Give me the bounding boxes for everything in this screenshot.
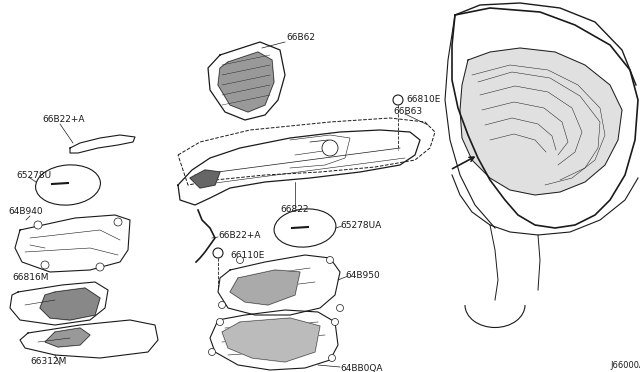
Circle shape xyxy=(326,257,333,263)
Polygon shape xyxy=(45,328,90,347)
Circle shape xyxy=(337,305,344,311)
Circle shape xyxy=(328,355,335,362)
Circle shape xyxy=(322,140,338,156)
Polygon shape xyxy=(460,48,622,195)
Polygon shape xyxy=(40,288,100,320)
Text: 66B22+A: 66B22+A xyxy=(218,231,260,240)
Text: J66000AB: J66000AB xyxy=(610,360,640,369)
Text: 66810E: 66810E xyxy=(406,94,440,103)
Text: 66B62: 66B62 xyxy=(286,33,315,42)
Text: 65278U: 65278U xyxy=(16,170,51,180)
Circle shape xyxy=(237,257,243,263)
Text: 64B950: 64B950 xyxy=(345,270,380,279)
Polygon shape xyxy=(452,8,638,228)
Text: 66822: 66822 xyxy=(280,205,308,215)
Circle shape xyxy=(114,218,122,226)
Text: 66B63: 66B63 xyxy=(393,108,422,116)
Text: 66816M: 66816M xyxy=(12,273,49,282)
Polygon shape xyxy=(190,170,220,188)
Circle shape xyxy=(34,221,42,229)
Text: 64B940: 64B940 xyxy=(8,208,43,217)
Circle shape xyxy=(209,349,216,356)
Circle shape xyxy=(216,318,223,326)
Circle shape xyxy=(213,248,223,258)
Circle shape xyxy=(41,261,49,269)
Polygon shape xyxy=(222,318,320,362)
Circle shape xyxy=(332,318,339,326)
Circle shape xyxy=(393,95,403,105)
Text: 64BB0QA: 64BB0QA xyxy=(340,363,383,372)
Text: 66B22+A: 66B22+A xyxy=(42,115,84,125)
Polygon shape xyxy=(218,52,274,112)
Circle shape xyxy=(96,263,104,271)
Circle shape xyxy=(218,301,225,308)
Text: 66312M: 66312M xyxy=(30,357,67,366)
Ellipse shape xyxy=(36,165,100,205)
Text: 66110E: 66110E xyxy=(230,250,264,260)
Text: 65278UA: 65278UA xyxy=(340,221,381,230)
Polygon shape xyxy=(230,270,300,305)
Ellipse shape xyxy=(274,209,336,247)
